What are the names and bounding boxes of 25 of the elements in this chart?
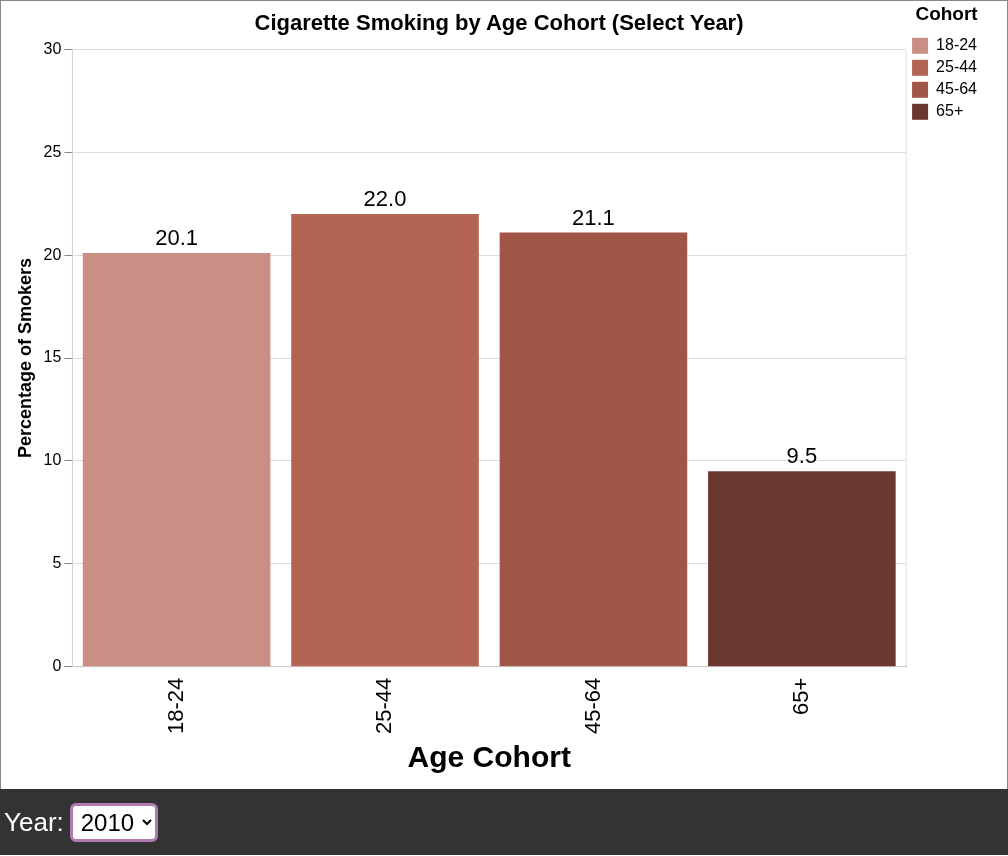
legend-label: 25-44 (936, 58, 978, 76)
data-label: 20.1 (155, 225, 199, 251)
y-tick-label: 25 (43, 142, 62, 160)
x-tick-label: 65+ (787, 677, 813, 716)
y-axis-title: Percentage of Smokers (14, 258, 35, 459)
text: 2010 (69, 802, 158, 842)
x-tick-label: 25-44 (371, 677, 397, 735)
data-label: 22.0 (363, 186, 407, 212)
y-tick-label: 30 (43, 39, 62, 57)
legend-title: Cohort (915, 2, 979, 24)
y-tick-label: 10 (43, 451, 62, 469)
x-tick-label: 45-64 (579, 677, 605, 735)
legend-label: 18-24 (936, 36, 978, 54)
data-label: 9.5 (786, 443, 818, 469)
y-tick-label: 15 (43, 348, 62, 366)
y-tick-label: 5 (52, 554, 62, 572)
text: Year: (4, 806, 64, 838)
x-tick-label: 18-24 (162, 677, 188, 735)
legend-label: 65+ (936, 102, 964, 120)
x-axis-title: Age Cohort (407, 740, 571, 774)
legend-label: 45-64 (936, 80, 978, 98)
y-tick-label: 0 (52, 657, 62, 675)
chart-title: Cigarette Smoking by Age Cohort (Select Year) (254, 10, 744, 36)
data-label: 21.1 (572, 204, 615, 230)
y-tick-label: 20 (43, 245, 62, 263)
